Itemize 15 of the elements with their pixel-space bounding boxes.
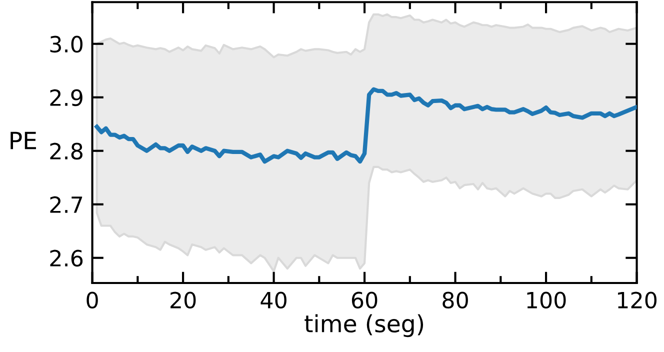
y-tick-label: 2.7: [50, 196, 82, 213]
y-tick-label: 2.9: [50, 89, 82, 106]
x-tick-label: 20: [170, 292, 196, 309]
x-tick-label: 100: [527, 292, 566, 309]
x-tick-label: 0: [86, 292, 98, 309]
y-tick-label: 2.6: [50, 250, 83, 267]
x-tick-label: 40: [260, 292, 286, 309]
x-axis-title: time (seg): [304, 314, 424, 338]
x-tick-label: 80: [442, 292, 468, 309]
line-series: [94, 87, 637, 164]
y-tick-label: 2.8: [50, 142, 82, 160]
x-tick-label: 120: [618, 292, 657, 309]
x-tick-label: 60: [352, 292, 378, 309]
y-tick-label: 3.0: [50, 36, 82, 53]
y-axis-title: PE: [10, 132, 36, 150]
